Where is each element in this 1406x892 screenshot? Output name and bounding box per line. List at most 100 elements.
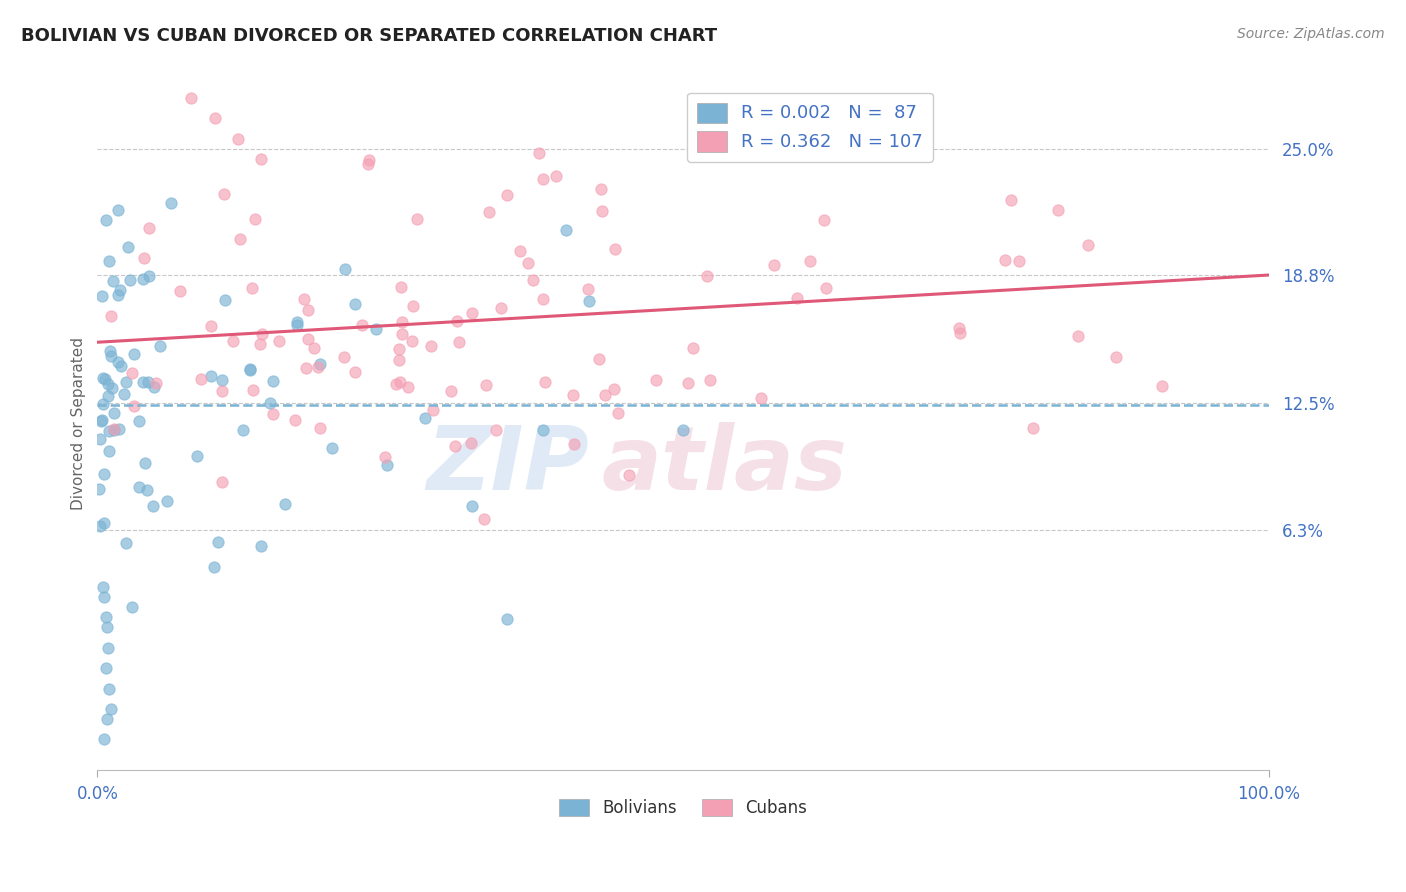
Point <box>588 352 610 367</box>
Point <box>1000 193 1022 207</box>
Point <box>285 318 308 332</box>
Point <box>475 377 498 392</box>
Point <box>100 381 122 395</box>
Point <box>252 326 274 341</box>
Point <box>112 387 135 401</box>
Point <box>250 152 273 166</box>
Point <box>440 384 463 398</box>
Point <box>110 359 132 374</box>
Point <box>122 399 145 413</box>
Point <box>91 289 114 303</box>
Point <box>131 376 153 390</box>
Point <box>93 590 115 604</box>
Point <box>309 421 332 435</box>
Point <box>90 413 112 427</box>
Point <box>1047 202 1070 217</box>
Point <box>98 253 121 268</box>
Point <box>94 610 117 624</box>
Point <box>489 301 512 316</box>
Point <box>389 280 412 294</box>
Point <box>948 321 970 335</box>
Point <box>949 326 972 340</box>
Point <box>813 213 835 227</box>
Point <box>682 341 704 355</box>
Point <box>207 534 229 549</box>
Point <box>226 131 249 145</box>
Point <box>285 314 308 328</box>
Point <box>107 355 129 369</box>
Point <box>391 315 413 329</box>
Point <box>292 292 315 306</box>
Point <box>103 406 125 420</box>
Point <box>138 269 160 284</box>
Point <box>1067 329 1090 343</box>
Point <box>101 274 124 288</box>
Point <box>91 396 114 410</box>
Point <box>100 310 122 324</box>
Point <box>1022 420 1045 434</box>
Text: BOLIVIAN VS CUBAN DIVORCED OR SEPARATED CORRELATION CHART: BOLIVIAN VS CUBAN DIVORCED OR SEPARATED … <box>21 27 717 45</box>
Point <box>269 334 291 348</box>
Point <box>444 439 467 453</box>
Point <box>149 339 172 353</box>
Point <box>262 374 284 388</box>
Point <box>1077 238 1099 252</box>
Point <box>385 377 408 392</box>
Point <box>98 681 121 696</box>
Point <box>534 375 557 389</box>
Point <box>460 435 482 450</box>
Point <box>107 203 129 218</box>
Point <box>211 384 233 398</box>
Point <box>593 387 616 401</box>
Point <box>107 288 129 302</box>
Point <box>145 376 167 390</box>
Point <box>211 373 233 387</box>
Point <box>396 380 419 394</box>
Point <box>335 261 357 276</box>
Point <box>96 712 118 726</box>
Point <box>202 560 225 574</box>
Point <box>211 475 233 489</box>
Point <box>617 468 640 483</box>
Point <box>422 402 444 417</box>
Point <box>94 213 117 227</box>
Point <box>374 450 396 465</box>
Point <box>159 195 181 210</box>
Point <box>239 361 262 376</box>
Point <box>97 389 120 403</box>
Point <box>138 221 160 235</box>
Point <box>114 536 136 550</box>
Point <box>134 251 156 265</box>
Point <box>446 314 468 328</box>
Point <box>1105 350 1128 364</box>
Point <box>447 334 470 349</box>
Point <box>128 480 150 494</box>
Point <box>591 182 613 196</box>
Point <box>132 271 155 285</box>
Point <box>401 334 423 349</box>
Point <box>136 483 159 498</box>
Point <box>1152 379 1174 393</box>
Point <box>97 376 120 391</box>
Point <box>142 500 165 514</box>
Text: ZIP: ZIP <box>426 422 589 508</box>
Point <box>527 145 550 160</box>
Point <box>222 334 245 348</box>
Point <box>128 413 150 427</box>
Point <box>402 299 425 313</box>
Point <box>89 432 111 446</box>
Point <box>461 306 484 320</box>
Point <box>696 269 718 284</box>
Point <box>121 600 143 615</box>
Point <box>344 365 367 379</box>
Point <box>356 157 378 171</box>
Point <box>214 186 236 201</box>
Point <box>249 337 271 351</box>
Point <box>786 291 808 305</box>
Point <box>364 322 387 336</box>
Point <box>89 519 111 533</box>
Point <box>388 352 411 367</box>
Point <box>603 383 626 397</box>
Point <box>578 293 600 308</box>
Point <box>562 437 585 451</box>
